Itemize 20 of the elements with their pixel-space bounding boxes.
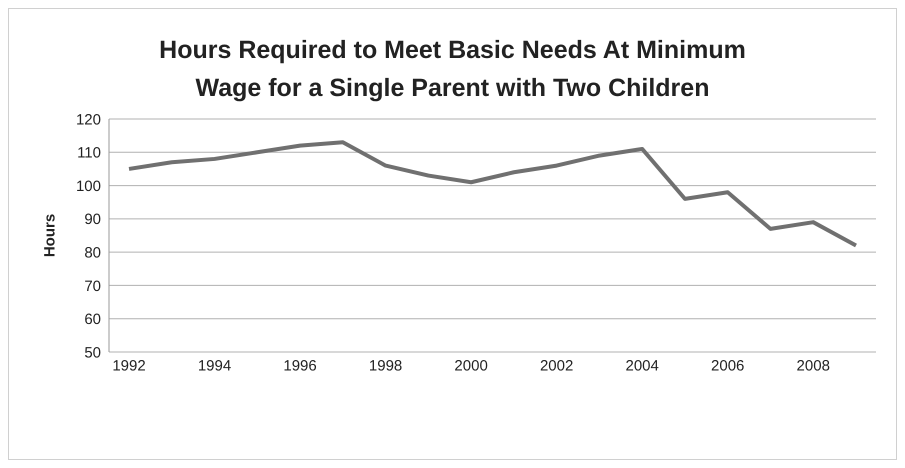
y-tick-label: 120 (76, 111, 101, 128)
x-tick-label: 2008 (796, 358, 830, 375)
x-tick-label: 2000 (454, 358, 488, 375)
x-tick-label: 1996 (283, 358, 317, 375)
line-series (127, 140, 858, 248)
y-tick-label: 70 (84, 278, 101, 295)
chart-title: Hours Required to Meet Basic Needs At Minimum Wage for a Single Parent with Two Children (158, 35, 747, 104)
x-tick-label: 2004 (625, 358, 659, 375)
x-tick-label: 1992 (112, 358, 146, 375)
y-tick-label: 110 (77, 144, 101, 162)
y-tick-label: 50 (84, 344, 101, 362)
x-tick-label: 2006 (711, 358, 744, 375)
y-tick-label: 80 (84, 244, 101, 262)
x-tick-label: 1994 (198, 358, 232, 375)
x-tick-label: 1998 (368, 358, 402, 375)
y-tick-label: 100 (76, 178, 101, 195)
y-tick-label: 60 (84, 311, 101, 328)
x-tick-label: 2002 (540, 358, 574, 375)
y-axis-title: Hours (41, 214, 58, 258)
y-tick-label: 90 (84, 211, 101, 228)
